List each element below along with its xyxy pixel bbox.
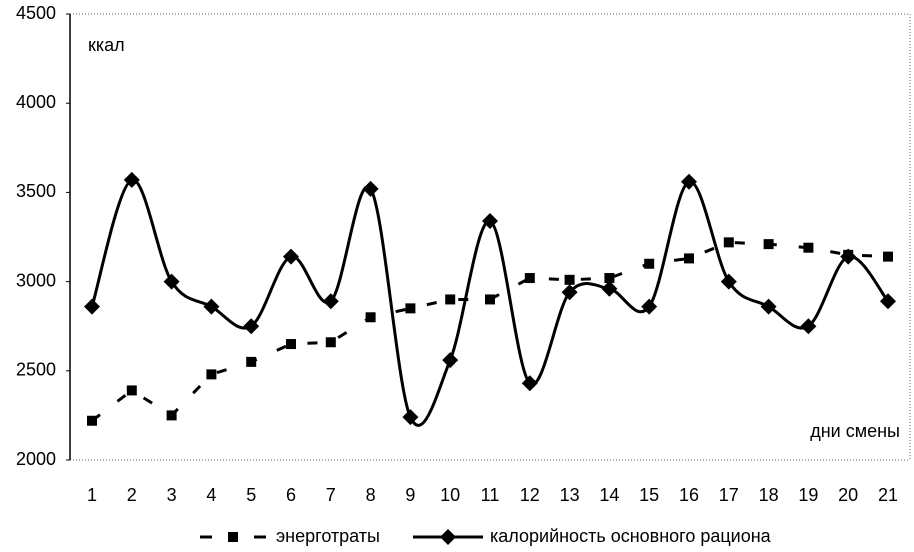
x-tick-label: 19 [798, 485, 818, 505]
data-point [524, 273, 535, 284]
data-point [763, 239, 774, 250]
data-point [641, 298, 658, 315]
data-point [322, 293, 339, 310]
data-point [246, 356, 257, 367]
data-point [760, 298, 777, 315]
x-tick-label: 12 [520, 485, 540, 505]
data-point [365, 312, 376, 323]
data-point [681, 173, 697, 190]
data-point [283, 248, 299, 265]
legend-marker [228, 532, 238, 542]
x-tick-label: 17 [719, 485, 739, 505]
x-tick-label: 2 [127, 485, 137, 505]
data-point [84, 298, 100, 315]
data-point [604, 273, 615, 284]
data-point [166, 410, 177, 421]
x-tick-label: 15 [639, 485, 659, 505]
x-tick-label: 10 [440, 485, 460, 505]
y-axis-label: ккал [88, 35, 125, 55]
data-point [203, 298, 220, 315]
legend-marker [440, 529, 456, 545]
data-point [720, 273, 737, 290]
y-tick-label: 4000 [16, 92, 56, 112]
data-point [723, 237, 734, 248]
data-point [87, 415, 97, 426]
data-point [206, 369, 217, 380]
y-tick-label: 2000 [16, 449, 56, 469]
x-axis-label: дни смены [810, 421, 900, 441]
data-point [482, 212, 498, 229]
legend-label: калорийность основного рациона [490, 526, 772, 546]
data-point [405, 303, 416, 314]
data-point [644, 258, 655, 269]
y-tick-label: 2500 [16, 360, 56, 380]
x-tick-label: 5 [246, 485, 256, 505]
x-tick-label: 3 [167, 485, 177, 505]
data-point [445, 294, 456, 305]
x-tick-label: 6 [286, 485, 296, 505]
x-tick-label: 9 [405, 485, 415, 505]
data-point [883, 251, 893, 262]
y-tick-label: 3500 [16, 181, 56, 201]
x-tick-label: 1 [87, 485, 97, 505]
data-point [840, 248, 857, 265]
x-tick-label: 4 [206, 485, 216, 505]
data-point [564, 274, 575, 285]
x-tick-label: 16 [679, 485, 699, 505]
legend-label: энерготраты [276, 526, 380, 546]
x-tick-label: 8 [366, 485, 376, 505]
data-point [485, 294, 495, 305]
x-tick-label: 7 [326, 485, 336, 505]
y-tick-label: 4500 [16, 3, 56, 23]
x-tick-label: 13 [560, 485, 580, 505]
x-tick-label: 18 [759, 485, 779, 505]
data-point [243, 318, 260, 335]
data-point [442, 352, 459, 369]
data-point [684, 253, 694, 264]
data-point [325, 337, 336, 348]
data-point [521, 375, 538, 392]
data-point [880, 293, 896, 310]
data-point [601, 280, 618, 297]
data-point [800, 318, 817, 335]
series-line [91, 240, 889, 422]
x-tick-label: 14 [599, 485, 619, 505]
data-point [362, 180, 379, 197]
x-tick-label: 20 [838, 485, 858, 505]
data-point [402, 409, 419, 426]
data-point [163, 273, 180, 290]
data-point [803, 242, 814, 253]
x-tick-label: 21 [878, 485, 898, 505]
data-point [561, 284, 578, 301]
x-tick-label: 11 [481, 485, 500, 505]
data-point [126, 385, 137, 396]
y-tick-label: 3000 [16, 270, 56, 290]
data-point [123, 171, 140, 188]
data-point [286, 339, 296, 350]
